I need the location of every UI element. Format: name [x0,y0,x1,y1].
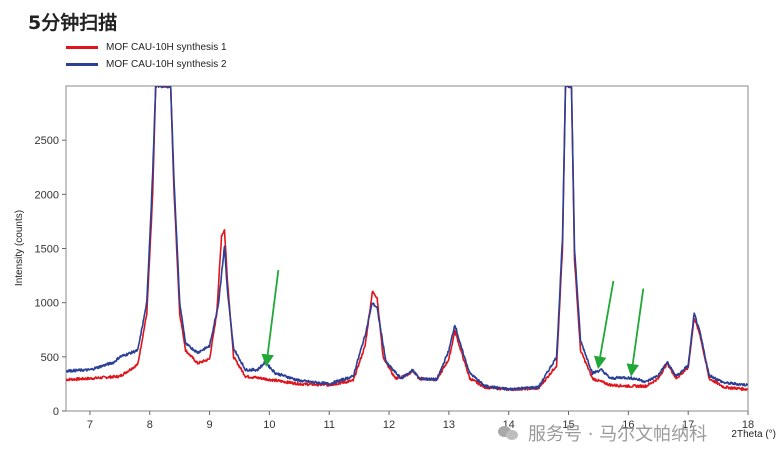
x-tick-label: 8 [147,419,153,431]
y-tick-label: 0 [53,406,59,418]
y-axis: 0 500 1000 1500 2000 2500 [35,135,66,418]
x-tick-label: 12 [383,419,395,431]
y-tick-label: 2500 [35,135,59,147]
x-tick-label: 16 [622,419,634,431]
legend-swatch-series-2 [66,63,98,66]
chart-title: 5分钟扫描 [28,12,118,34]
x-tick-label: 7 [87,419,93,431]
legend-item-series-2: MOF CAU-10H synthesis 2 [66,59,227,70]
legend-swatch-series-1 [66,46,98,49]
x-tick-label: 10 [263,419,275,431]
x-tick-label: 18 [742,419,754,431]
y-tick-label: 500 [41,352,59,364]
x-tick-label: 13 [443,419,455,431]
series-line-2 [66,86,748,392]
x-axis-title: 2Theta (°) [731,429,776,440]
y-tick-label: 2000 [35,189,59,201]
series-line-1 [66,86,748,392]
wechat-icon [498,425,520,441]
annotation-arrow-3 [626,288,645,377]
watermark: 服务号 · 马尔文帕纳科 [498,420,707,446]
annotation-arrow-1 [261,270,280,367]
annotation-arrow-2 [593,280,615,370]
legend-label-series-1: MOF CAU-10H synthesis 1 [106,42,227,53]
x-tick-label: 9 [207,419,213,431]
legend-label-series-2: MOF CAU-10H synthesis 2 [106,59,227,70]
x-tick-label: 15 [562,419,574,431]
y-axis-title: Intensity (counts) [14,210,25,286]
x-tick-label: 11 [324,419,335,431]
annotation-arrows [261,270,645,377]
y-tick-label: 1500 [35,244,59,256]
legend-item-series-1: MOF CAU-10H synthesis 1 [66,42,227,53]
y-tick-label: 1000 [35,298,59,310]
watermark-text: 服务号 · 马尔文帕纳科 [528,424,708,445]
series-lines [66,86,748,392]
x-tick-label: 17 [682,419,694,431]
plot-area [65,85,749,412]
